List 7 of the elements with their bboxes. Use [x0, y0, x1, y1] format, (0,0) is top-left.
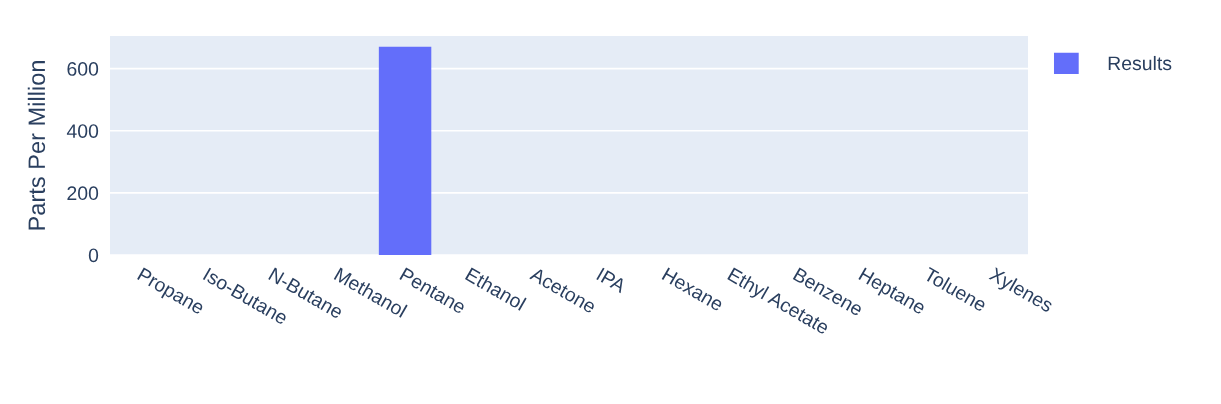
y-axis-title: Parts Per Million [27, 61, 46, 230]
y-tick-label: 600 [67, 62, 99, 76]
legend-label: Results [1108, 55, 1172, 71]
y-tick-label: 400 [66, 124, 99, 138]
y-tick-label: 0 [88, 248, 99, 263]
y-tick-label: 200 [67, 186, 99, 201]
x-tick-label: IPA [596, 267, 628, 294]
